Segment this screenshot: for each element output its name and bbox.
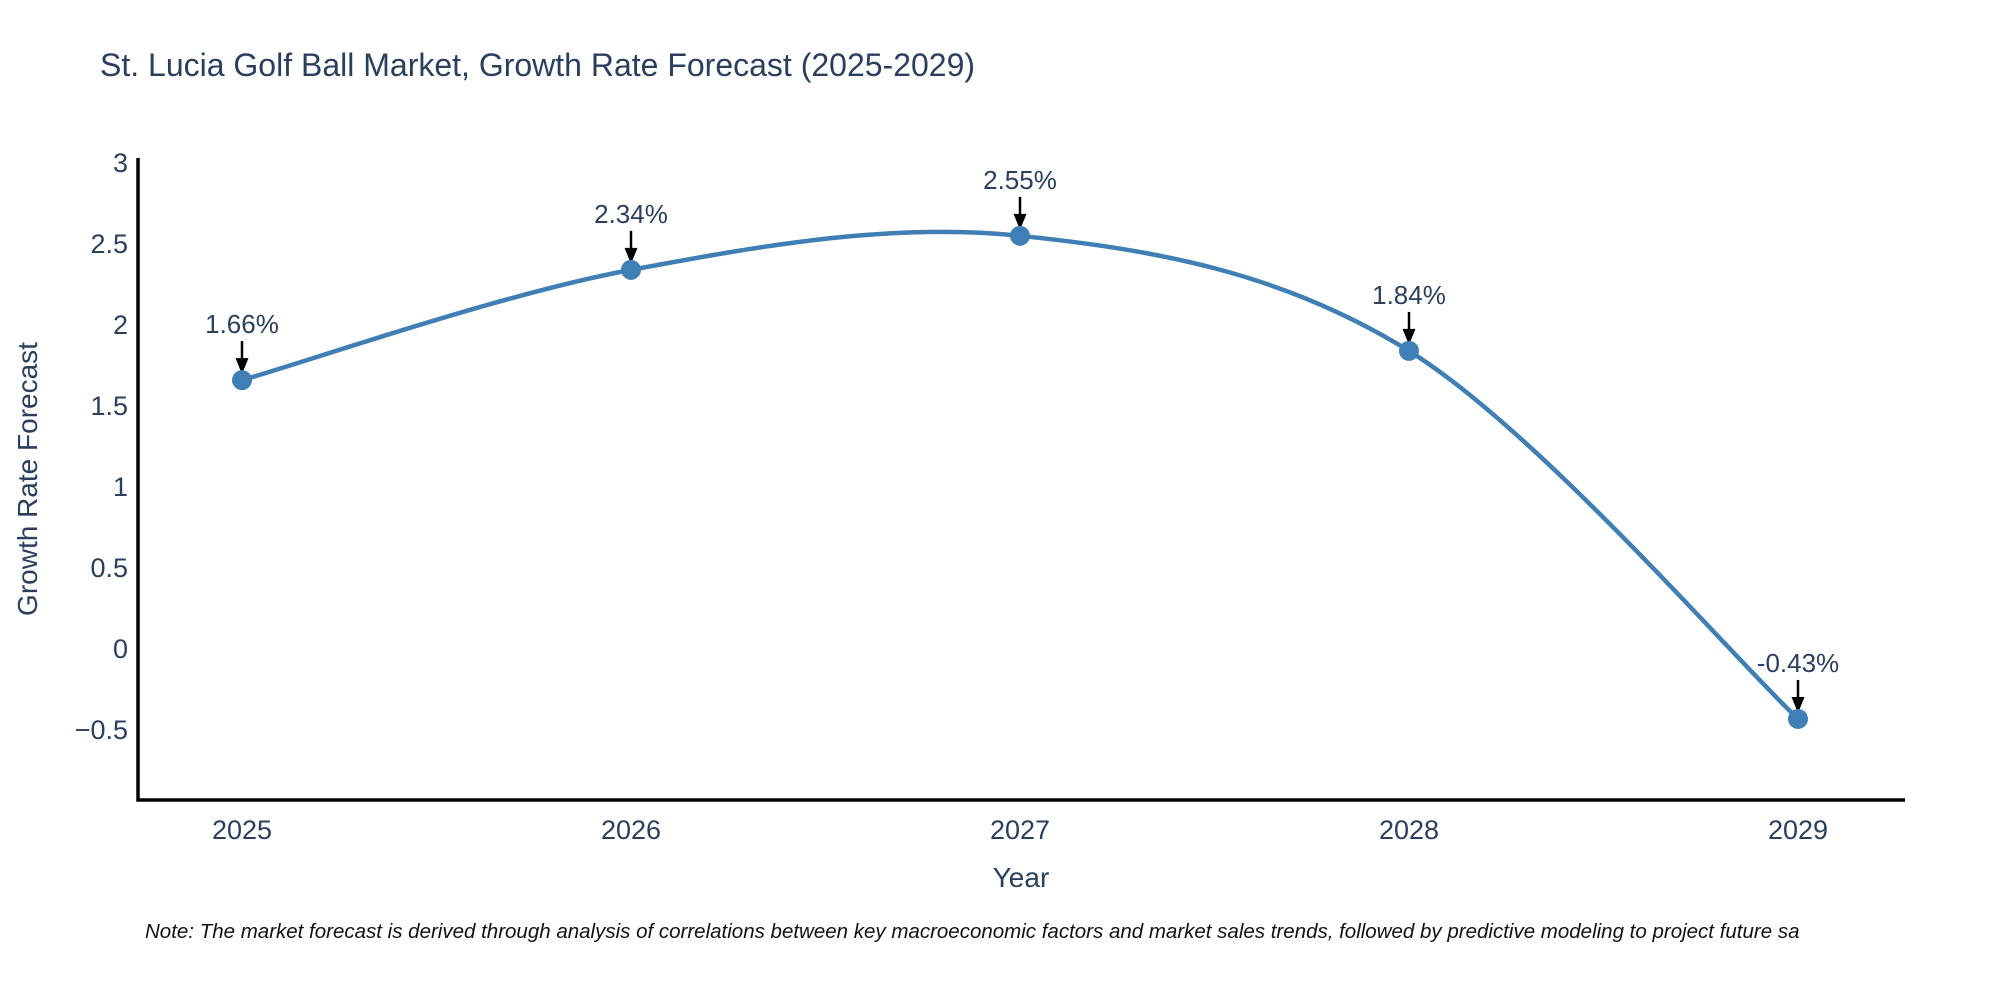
point-annotation: 1.66% xyxy=(205,309,279,340)
chart-title: St. Lucia Golf Ball Market, Growth Rate … xyxy=(100,47,976,83)
x-tick-label: 2028 xyxy=(1378,815,1440,845)
point-annotation: 2.55% xyxy=(983,164,1057,195)
x-tick-label: 2026 xyxy=(600,815,662,845)
point-annotation: -0.43% xyxy=(1756,647,1840,678)
axis-lines xyxy=(136,158,1905,802)
y-tick-label: 1 xyxy=(112,472,128,503)
annotation-arrow-head xyxy=(1402,328,1416,345)
x-tick-label: 2027 xyxy=(989,815,1051,845)
y-axis-title: Growth Rate Forecast xyxy=(12,342,43,616)
point-annotation: 1.84% xyxy=(1372,279,1446,310)
y-tick-label: 1.5 xyxy=(90,391,128,422)
annotation-arrow-head xyxy=(1791,696,1805,713)
data-point-marker xyxy=(1399,340,1419,361)
y-tick-label: 0 xyxy=(112,634,128,665)
data-point-marker xyxy=(232,370,252,391)
annotation-arrow-head xyxy=(235,358,249,375)
data-point-marker xyxy=(1788,708,1808,729)
y-tick-label: −0.5 xyxy=(74,715,128,746)
forecast-line xyxy=(239,229,1801,722)
annotation-arrow-head xyxy=(1013,213,1027,230)
data-point-marker xyxy=(1010,225,1030,246)
y-tick-label: 2 xyxy=(112,309,128,340)
y-tick-label: 0.5 xyxy=(90,553,128,584)
data-point-marker xyxy=(621,259,641,280)
x-axis-title: Year xyxy=(992,862,1050,893)
x-tick-label: 2025 xyxy=(211,815,273,845)
annotation-arrow-head xyxy=(624,247,638,264)
x-tick-label: 2029 xyxy=(1767,815,1829,845)
footnote: Note: The market forecast is derived thr… xyxy=(145,920,1800,943)
y-tick-label: 2.5 xyxy=(90,228,128,259)
point-annotation: 2.34% xyxy=(594,198,668,229)
y-tick-label: 3 xyxy=(112,147,128,178)
